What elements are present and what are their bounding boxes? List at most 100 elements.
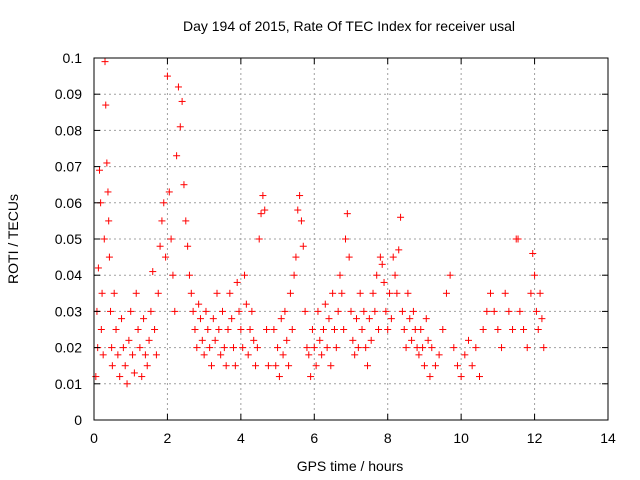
data-point <box>487 289 495 297</box>
data-point <box>336 271 344 279</box>
y-tick-label: 0.08 <box>55 122 82 138</box>
data-point <box>154 289 162 297</box>
data-point <box>178 97 186 105</box>
data-point <box>275 373 283 381</box>
data-point <box>129 351 137 359</box>
data-point <box>163 72 171 80</box>
data-point <box>281 307 289 315</box>
data-point <box>428 344 436 352</box>
data-point <box>367 336 375 344</box>
data-point <box>274 344 282 352</box>
data-point <box>380 278 388 286</box>
data-point <box>202 307 210 315</box>
data-point <box>167 235 175 243</box>
x-tick-label: 12 <box>527 430 543 446</box>
data-points <box>92 58 548 388</box>
data-point <box>464 336 472 344</box>
y-tick-label: 0.03 <box>55 303 82 319</box>
data-point <box>479 326 487 333</box>
data-point <box>408 336 416 344</box>
data-point <box>152 351 160 359</box>
data-point <box>140 315 148 323</box>
data-point <box>165 188 173 196</box>
data-point <box>384 326 392 333</box>
data-point <box>108 344 116 352</box>
data-point <box>116 373 124 381</box>
data-point <box>233 278 241 286</box>
data-point <box>246 326 254 333</box>
data-point <box>406 315 414 323</box>
data-point <box>99 351 107 359</box>
x-tick-label: 2 <box>164 430 172 446</box>
data-point <box>272 362 280 370</box>
data-point <box>270 326 278 333</box>
data-point <box>365 315 373 323</box>
data-point <box>514 235 522 243</box>
data-point <box>323 344 331 352</box>
data-point <box>97 326 105 333</box>
data-point <box>498 344 506 352</box>
data-point <box>132 289 140 297</box>
data-point <box>222 362 230 370</box>
data-point <box>134 326 142 333</box>
x-tick-label: 0 <box>90 430 98 446</box>
data-point <box>226 289 234 297</box>
data-point <box>130 369 138 377</box>
data-point <box>389 253 397 261</box>
data-point <box>364 362 372 370</box>
data-point <box>228 315 236 323</box>
data-point <box>426 373 434 381</box>
data-point <box>457 373 465 381</box>
y-tick-label: 0.09 <box>55 86 82 102</box>
data-point <box>307 373 315 381</box>
data-point <box>219 307 226 315</box>
data-point <box>118 315 126 323</box>
data-point <box>200 351 208 359</box>
data-point <box>114 351 122 359</box>
data-point <box>151 326 159 333</box>
data-point <box>303 344 311 352</box>
y-tick-label: 0.02 <box>55 340 82 356</box>
data-point <box>176 123 184 131</box>
data-point <box>220 344 228 352</box>
data-point <box>184 242 192 250</box>
data-point <box>308 326 316 333</box>
data-point <box>255 235 263 243</box>
data-point <box>534 326 542 333</box>
data-point <box>417 326 425 333</box>
data-point <box>310 344 318 352</box>
data-point <box>191 326 199 333</box>
chart-title: Day 194 of 2015, Rate Of TEC Index for r… <box>183 18 515 34</box>
data-point <box>494 326 502 333</box>
data-point <box>107 307 115 315</box>
data-point <box>338 289 346 297</box>
data-point <box>217 351 225 359</box>
data-point <box>538 315 546 323</box>
data-point <box>195 300 203 308</box>
data-point <box>230 344 238 352</box>
grid-lines <box>94 58 608 420</box>
data-point <box>314 307 322 315</box>
data-point <box>294 206 302 214</box>
data-point <box>145 336 153 344</box>
data-point <box>305 351 313 359</box>
y-tick-label: 0.1 <box>63 50 83 66</box>
data-point <box>529 249 537 257</box>
data-point <box>277 315 285 323</box>
data-point <box>527 289 535 297</box>
data-point <box>162 253 170 261</box>
data-point <box>103 159 111 167</box>
x-tick-label: 14 <box>600 430 616 446</box>
data-point <box>96 166 104 174</box>
data-point <box>180 181 188 189</box>
data-point <box>404 289 412 297</box>
data-point <box>105 217 113 225</box>
data-point <box>483 307 491 315</box>
data-point <box>376 253 384 261</box>
data-point <box>169 271 177 279</box>
data-point <box>171 307 179 315</box>
data-point <box>127 307 135 315</box>
data-point <box>213 289 221 297</box>
data-point <box>516 307 524 315</box>
data-point <box>224 326 232 333</box>
